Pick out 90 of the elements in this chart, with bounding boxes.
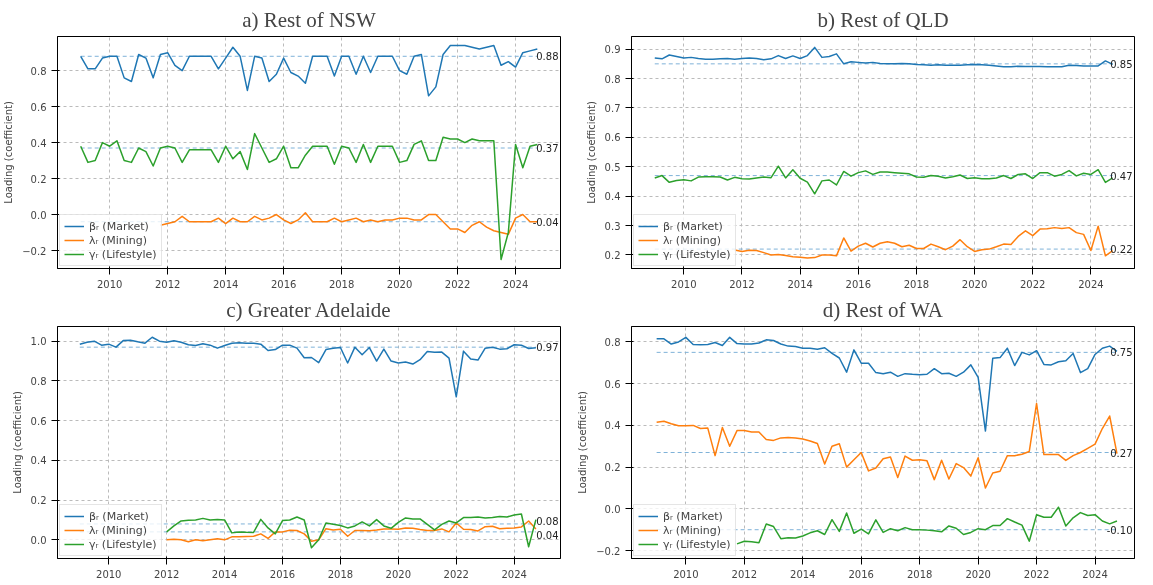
ref-line-label: 0.75 bbox=[1110, 347, 1133, 359]
x-tick-label: 2022 bbox=[443, 568, 469, 580]
ref-line-label: 0.85 bbox=[1110, 58, 1133, 70]
chart-title: d) Rest of WA bbox=[822, 297, 944, 322]
y-tick-label: 0.0 bbox=[30, 534, 47, 546]
x-tick-label: 2022 bbox=[444, 278, 471, 290]
y-tick-label: 0.0 bbox=[604, 503, 621, 515]
x-tick-label: 2018 bbox=[906, 568, 933, 580]
y-axis-title: Loading (coefficient) bbox=[11, 391, 23, 494]
y-tick-label: 1.0 bbox=[30, 336, 47, 348]
x-tick-label: 2014 bbox=[790, 568, 816, 580]
y-tick-label: 0.6 bbox=[604, 132, 621, 144]
y-tick-label: 0.2 bbox=[30, 495, 47, 507]
y-tick-label: 0.2 bbox=[30, 173, 47, 185]
y-axis-title: Loading (coefficient) bbox=[585, 101, 597, 204]
x-tick-label: 2020 bbox=[386, 278, 413, 290]
legend-label: λᵣ (Mining) bbox=[663, 233, 721, 247]
x-tick-label: 2010 bbox=[96, 278, 123, 290]
x-tick-label: 2014 bbox=[211, 568, 238, 580]
x-tick-label: 2018 bbox=[327, 568, 354, 580]
x-tick-label: 2010 bbox=[96, 568, 122, 580]
x-tick-label: 2012 bbox=[729, 278, 755, 290]
y-tick-label: 0.8 bbox=[604, 336, 621, 348]
x-tick-label: 2010 bbox=[673, 568, 699, 580]
legend-label: βᵣ (Market) bbox=[663, 219, 723, 233]
legend-label: βᵣ (Market) bbox=[89, 219, 149, 233]
x-tick-label: 2022 bbox=[1020, 278, 1046, 290]
x-tick-label: 2014 bbox=[212, 278, 239, 290]
ref-line-label: 0.08 bbox=[536, 515, 559, 527]
ref-line-label: 0.27 bbox=[1110, 447, 1133, 459]
x-tick-label: 2012 bbox=[153, 568, 180, 580]
legend-label: λᵣ (Mining) bbox=[89, 233, 147, 247]
legend-label: γᵣ (Lifestyle) bbox=[663, 247, 731, 261]
x-tick-label: 2018 bbox=[328, 278, 355, 290]
y-tick-label: 0.7 bbox=[604, 102, 621, 114]
x-tick-label: 2020 bbox=[965, 568, 991, 580]
y-tick-label: 0.8 bbox=[30, 375, 47, 387]
x-tick-label: 2024 bbox=[501, 568, 527, 580]
ref-line-label: 0.47 bbox=[1110, 170, 1133, 182]
y-tick-label: 0.4 bbox=[30, 455, 47, 467]
y-tick-label: 0.9 bbox=[604, 44, 621, 56]
y-tick-label: 0.4 bbox=[30, 137, 47, 149]
x-tick-label: 2024 bbox=[502, 278, 529, 290]
x-tick-label: 2020 bbox=[385, 568, 412, 580]
y-tick-label: 0.6 bbox=[30, 101, 47, 113]
legend-label: λᵣ (Mining) bbox=[663, 523, 721, 537]
y-tick-label: 0.2 bbox=[604, 462, 621, 474]
y-tick-label: 0.4 bbox=[604, 420, 621, 432]
x-tick-label: 2020 bbox=[961, 278, 988, 290]
y-tick-label: 0.0 bbox=[30, 209, 47, 221]
legend-label: βᵣ (Market) bbox=[663, 509, 723, 523]
ref-line-label: 0.37 bbox=[536, 143, 559, 154]
x-tick-label: 2024 bbox=[1078, 278, 1104, 290]
x-tick-label: 2016 bbox=[270, 278, 297, 290]
ref-line-label: 0.04 bbox=[536, 529, 559, 541]
y-axis-title: Loading (coefficient) bbox=[577, 391, 589, 494]
ref-line-label: -0.04 bbox=[532, 216, 559, 228]
y-tick-label: 0.5 bbox=[604, 161, 621, 173]
chart-title: b) Rest of QLD bbox=[817, 7, 949, 32]
ref-line-label: 0.97 bbox=[536, 342, 559, 354]
y-axis-title: Loading (coefficient) bbox=[3, 101, 15, 204]
legend-label: γᵣ (Lifestyle) bbox=[89, 537, 157, 551]
y-tick-label: −0.2 bbox=[22, 245, 47, 257]
ref-line-label: -0.10 bbox=[1106, 524, 1133, 536]
x-tick-label: 2016 bbox=[845, 278, 872, 290]
x-tick-label: 2012 bbox=[154, 278, 181, 290]
legend-label: βᵣ (Market) bbox=[89, 509, 149, 523]
y-tick-label: 0.6 bbox=[604, 378, 621, 390]
x-tick-label: 2014 bbox=[787, 278, 813, 290]
y-tick-label: 0.3 bbox=[604, 220, 621, 232]
legend-label: γᵣ (Lifestyle) bbox=[663, 537, 731, 551]
legend-label: λᵣ (Mining) bbox=[89, 523, 147, 537]
x-tick-label: 2022 bbox=[1023, 568, 1050, 580]
y-tick-label: 0.8 bbox=[604, 73, 621, 85]
y-tick-label: 0.8 bbox=[30, 65, 47, 77]
x-tick-label: 2016 bbox=[269, 568, 296, 580]
x-tick-label: 2024 bbox=[1082, 568, 1108, 580]
y-tick-label: 0.2 bbox=[604, 249, 621, 261]
y-tick-label: 0.6 bbox=[30, 415, 47, 427]
x-tick-label: 2016 bbox=[848, 568, 874, 580]
legend-label: γᵣ (Lifestyle) bbox=[89, 247, 157, 261]
x-tick-label: 2010 bbox=[671, 278, 697, 290]
x-tick-label: 2012 bbox=[731, 568, 758, 580]
ref-line-label: 0.22 bbox=[1110, 244, 1133, 256]
chart-title: c) Greater Adelaide bbox=[226, 297, 391, 322]
chart-title: a) Rest of NSW bbox=[242, 7, 376, 32]
ref-line-label: 0.88 bbox=[536, 51, 559, 63]
y-tick-label: −0.2 bbox=[596, 545, 621, 557]
y-tick-label: 0.4 bbox=[604, 191, 621, 203]
x-tick-label: 2018 bbox=[903, 278, 930, 290]
